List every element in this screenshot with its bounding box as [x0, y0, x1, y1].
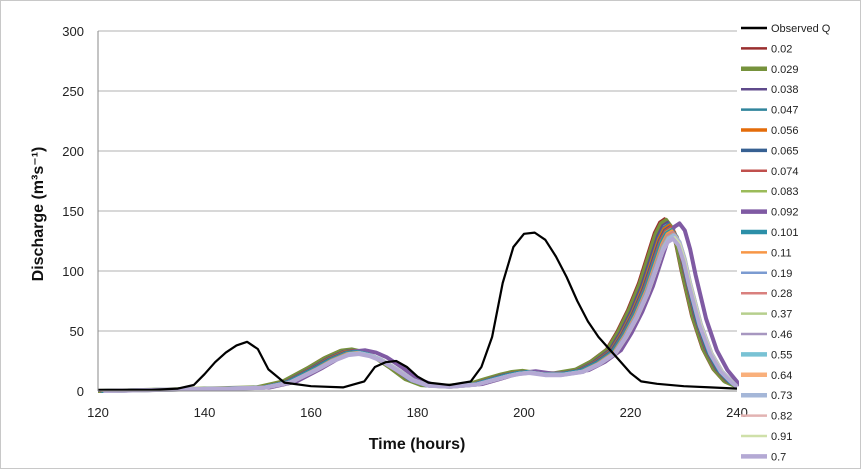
y-tick-label: 300 [62, 24, 84, 39]
legend-label: 0.37 [771, 309, 792, 321]
legend: Observed Q 0.02 0.029 0.038 0.047 0.056 0.065 0… [741, 23, 831, 463]
series-line-observed [98, 231, 738, 391]
legend-label: 0.047 [771, 105, 799, 117]
x-tick-label: 120 [87, 405, 109, 420]
axes [97, 31, 737, 392]
legend-label: 0.02 [771, 43, 792, 55]
legend-label: 0.46 [771, 329, 792, 341]
y-axis-title: Discharge (m³s⁻¹) [30, 147, 47, 282]
legend-label: 0.91 [771, 431, 792, 443]
legend-label: 0.056 [771, 125, 799, 137]
series-lines [97, 217, 739, 393]
legend-label: 0.029 [771, 64, 799, 76]
x-tick-labels: 120 140 160 180 200 220 240 [87, 405, 748, 420]
legend-label: 0.7 [771, 451, 786, 463]
legend-label: 0.55 [771, 349, 792, 361]
y-tick-labels: 0 50 100 150 200 250 300 [62, 24, 84, 399]
x-tick-label: 240 [726, 405, 748, 420]
legend-label: 0.092 [771, 207, 799, 219]
gridlines [98, 30, 737, 392]
y-tick-label: 200 [62, 144, 84, 159]
y-tick-label: 50 [70, 324, 84, 339]
legend-label: Observed Q [771, 23, 831, 35]
legend-label: 0.82 [771, 411, 792, 423]
legend-label: 0.074 [771, 166, 799, 178]
legend-label: 0.038 [771, 84, 799, 96]
legend-label: 0.083 [771, 186, 799, 198]
x-tick-label: 180 [407, 405, 429, 420]
y-tick-label: 0 [77, 384, 84, 399]
y-tick-label: 100 [62, 264, 84, 279]
x-tick-label: 160 [300, 405, 322, 420]
legend-label: 0.101 [771, 227, 799, 239]
legend-label: 0.19 [771, 268, 792, 280]
legend-label: 0.73 [771, 390, 792, 402]
legend-label: 0.64 [771, 370, 792, 382]
legend-label: 0.065 [771, 145, 799, 157]
x-tick-label: 220 [620, 405, 642, 420]
y-tick-label: 150 [62, 204, 84, 219]
legend-label: 0.28 [771, 288, 792, 300]
x-tick-label: 200 [513, 405, 535, 420]
x-axis-title: Time (hours) [369, 436, 466, 453]
y-tick-label: 250 [62, 84, 84, 99]
series-line-0.7 [103, 236, 739, 393]
x-tick-label: 140 [194, 405, 216, 420]
legend-label: 0.11 [771, 247, 792, 259]
